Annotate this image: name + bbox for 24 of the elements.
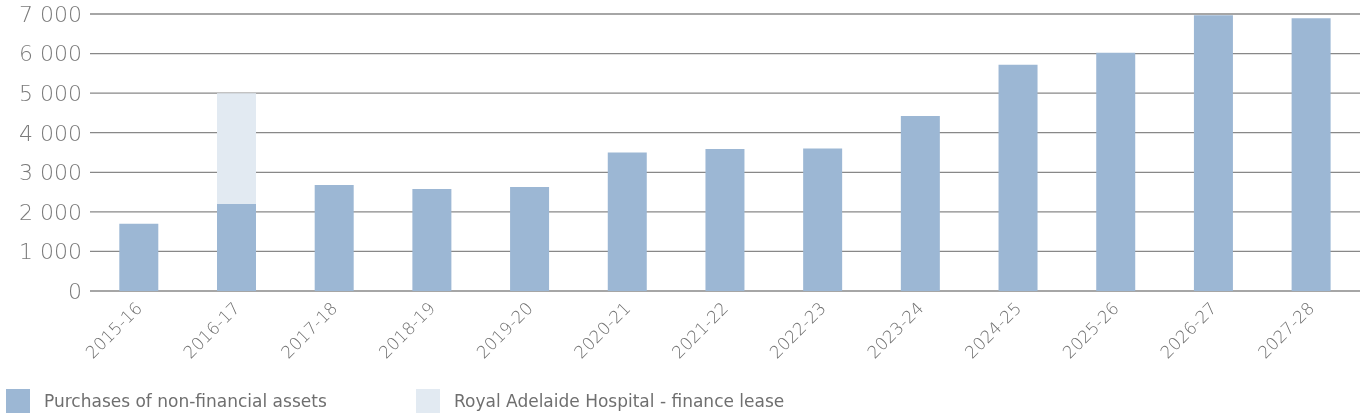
y-tick-label: 6 000 [19,41,82,67]
bar [1096,52,1136,291]
bar [119,223,159,291]
bar [998,64,1038,291]
y-tick-label: 3 000 [19,160,82,186]
y-tick-label: 4 000 [19,120,82,146]
y-tick-label: 5 000 [19,80,82,106]
legend-label: Royal Adelaide Hospital - finance lease [454,391,785,411]
bar [217,203,256,291]
bar [803,148,843,291]
bar [705,148,745,291]
bar [314,184,354,291]
y-tick-label: 0 [68,278,82,304]
y-tick-label: 1 000 [19,239,82,265]
bar [510,186,550,291]
bar [607,152,647,291]
bar [412,188,452,291]
legend-label: Purchases of non-financial assets [44,391,327,411]
y-tick-label: 2 000 [19,199,82,225]
y-tick-label: 7 000 [19,1,82,27]
bar [1193,15,1233,291]
bar [1291,18,1331,291]
bar [900,116,940,291]
bar [217,93,256,204]
